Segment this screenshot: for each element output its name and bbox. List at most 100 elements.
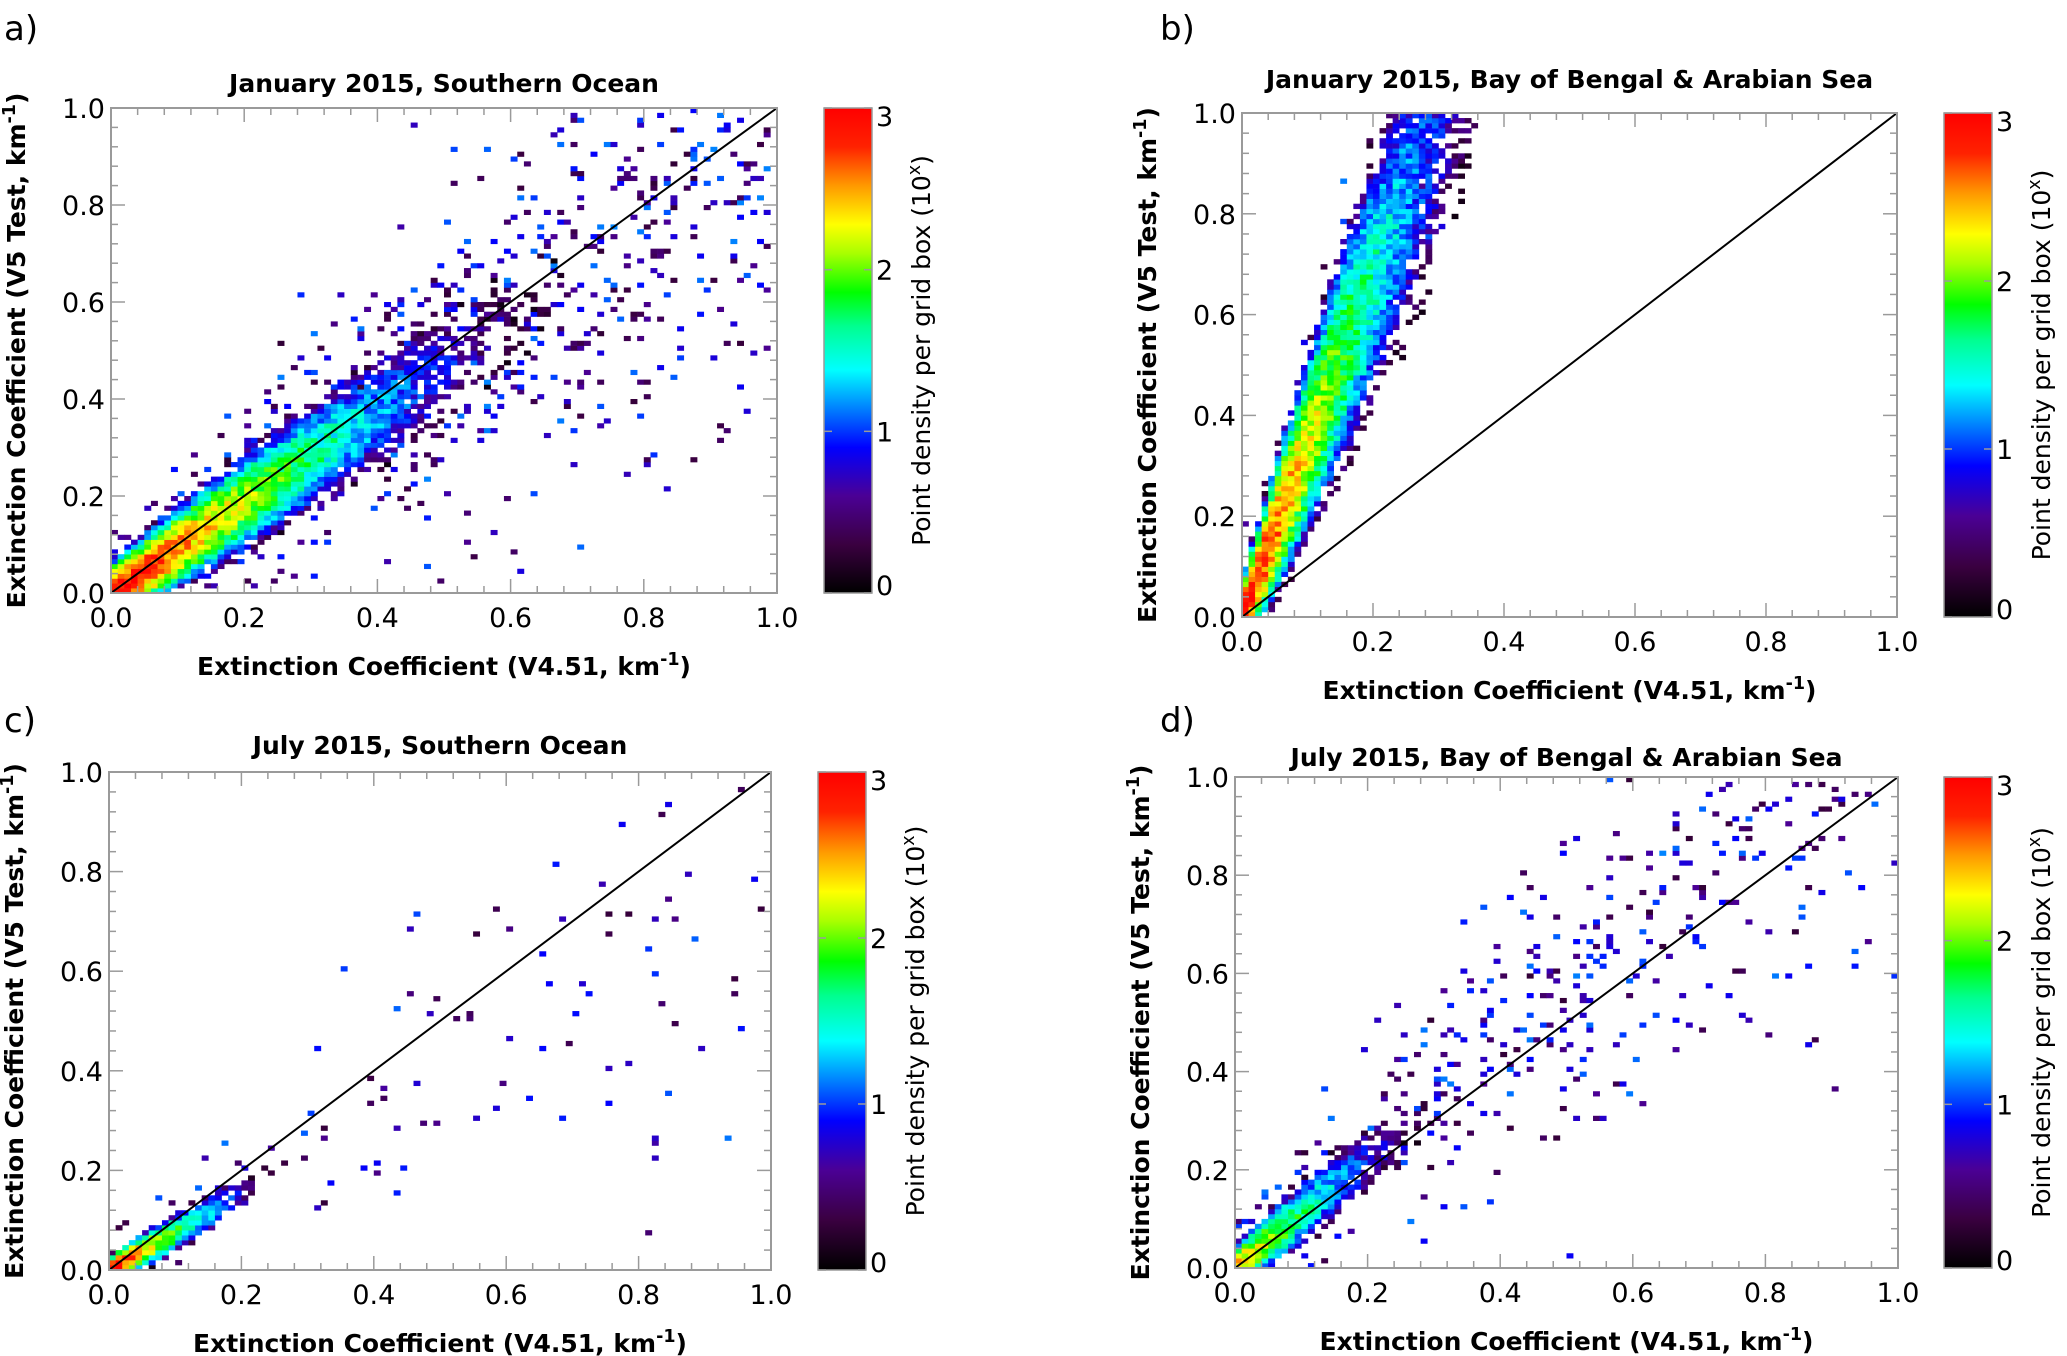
heatmap-bin [1373,244,1380,250]
heatmap-bin [1341,1189,1349,1195]
heatmap-bin [1359,375,1367,381]
heatmap-bin [1387,1140,1395,1146]
heatmap-bin [230,462,238,468]
heatmap-bin [344,413,352,419]
heatmap-bin [1359,203,1367,210]
heatmap-bin [1359,223,1367,230]
heatmap-bin [257,510,265,516]
heatmap-bin [1379,183,1387,189]
heatmap-bin [577,175,585,182]
heatmap-bin [1359,309,1367,315]
heatmap-bin [410,360,418,366]
heatmap-bin [703,287,711,293]
heatmap-bin [1360,1047,1368,1053]
heatmap-bin [1646,909,1653,915]
heatmap-bin [1593,943,1600,950]
heatmap-bin [590,292,598,298]
heatmap-bin [1705,791,1713,797]
heatmap-bin [1399,163,1407,169]
heatmap-bin [637,335,645,342]
heatmap-bin [1553,968,1561,974]
heatmap-bin [1294,496,1302,502]
heatmap-bin [204,481,212,487]
heatmap-bin [650,180,658,186]
heatmap-bin [1340,289,1348,295]
heatmap-bin [1380,1145,1388,1151]
heatmap-bin [1380,1120,1388,1126]
heatmap-bin [155,1250,163,1256]
heatmap-bin [1433,1110,1441,1117]
heatmap-bin [261,1165,269,1171]
heatmap-bin [1281,506,1289,512]
heatmap-bin [1392,213,1400,220]
heatmap-bin [197,529,205,536]
heatmap-bin [1327,410,1334,416]
heatmap-bin [1386,289,1393,295]
heatmap-bin [670,277,678,283]
heatmap-bin [1366,173,1374,179]
heatmap-bin [570,117,578,123]
heatmap-bin [177,573,185,579]
heatmap-bin [164,559,172,565]
heatmap-bin [270,529,278,536]
heatmap-bin [1274,571,1282,577]
heatmap-bin [1340,435,1348,441]
colorbar-gradient [823,107,873,594]
heatmap-bin [1386,344,1393,351]
heatmap-bin [1347,1184,1355,1190]
heatmap-bin [1458,163,1465,169]
heatmap-bin [111,549,118,555]
heatmap-bin [1307,511,1315,517]
heatmap-bin [290,423,298,429]
heatmap-bin [1235,1223,1242,1230]
heatmap-bin [1346,218,1354,225]
heatmap-bin [257,447,265,453]
heatmap-bin [1281,1248,1289,1254]
heatmap-bin [510,282,518,288]
heatmap-bin [1359,294,1367,300]
heatmap-bin [144,559,152,565]
heatmap-bin [1379,284,1387,290]
heatmap-bin [1340,405,1348,411]
heatmap-bin [610,234,618,240]
heatmap-bin [1320,506,1328,512]
heatmap-bin [517,568,525,574]
heatmap-bin [1281,1199,1289,1205]
heatmap-bin [1321,1169,1329,1176]
heatmap-bin [424,399,431,405]
heatmap-bin [1288,1238,1295,1244]
heatmap-bin [337,413,345,419]
heatmap-bin [1307,485,1315,492]
heatmap-bin [397,399,405,405]
heatmap-bin [1380,1164,1388,1171]
heatmap-bin [1367,1145,1375,1151]
heatmap-bin [1399,168,1407,174]
heatmap-bin [1438,123,1446,129]
heatmap-bin [1373,329,1380,336]
heatmap-bin [304,457,312,463]
heatmap-bin [397,437,405,443]
y-tick-label: 0.0 [60,1256,103,1287]
heatmap-bin [1353,329,1361,336]
heatmap-bin [330,447,338,453]
heatmap-bin [1346,289,1354,295]
heatmap-bin [557,302,565,308]
heatmap-bin [304,418,312,424]
heatmap-bin [450,146,458,152]
heatmap-bin [1340,425,1348,431]
heatmap-bin [270,578,278,584]
heatmap-bin [1314,354,1321,361]
heatmap-bin [1341,1169,1349,1176]
heatmap-bin [264,496,272,502]
heatmap-bin [1327,304,1334,310]
heatmap-bin [503,316,511,322]
heatmap-bin [210,491,218,497]
heatmap-bin [1248,1258,1256,1264]
heatmap-bin [1274,480,1282,487]
heatmap-bin [1314,1218,1322,1225]
heatmap-bin [1268,581,1276,588]
heatmap-bin [523,292,531,298]
heatmap-bin [1359,228,1367,235]
heatmap-bin [1268,480,1276,487]
heatmap-bin [1425,233,1433,240]
